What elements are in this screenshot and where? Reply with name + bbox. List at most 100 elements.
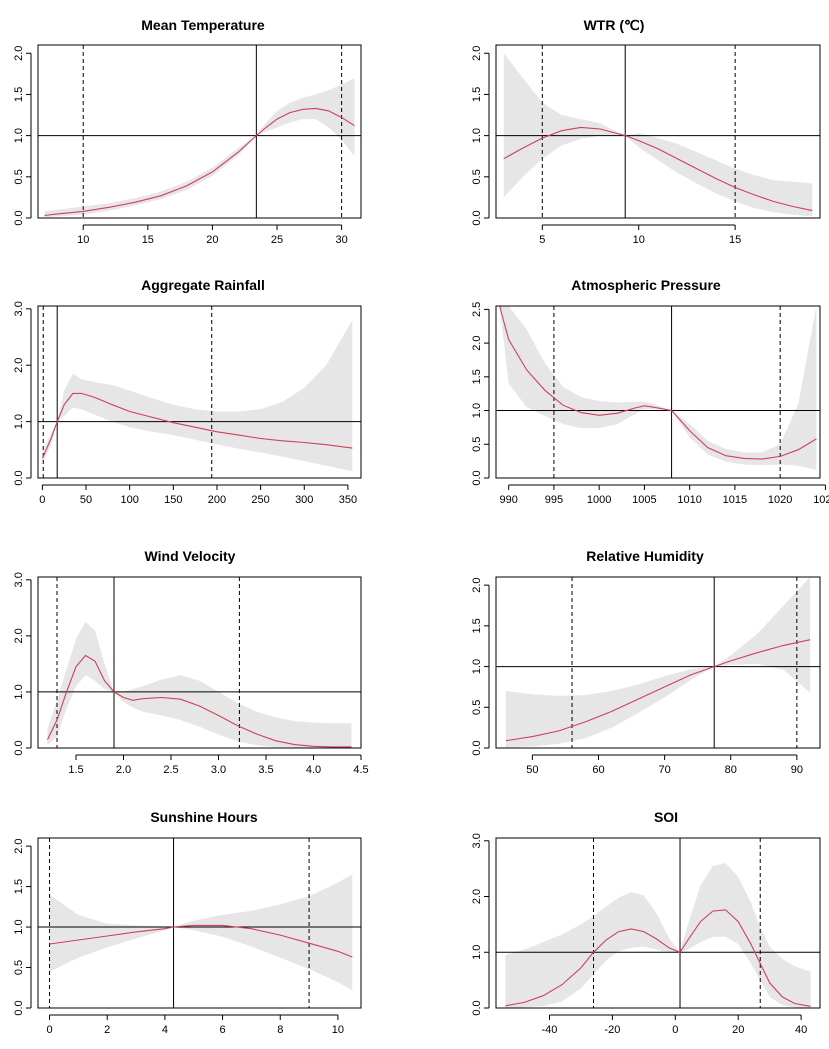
soi-y-tick-label: 2.0	[471, 889, 483, 904]
aggregate-rainfall-x-tick-label: 100	[120, 494, 138, 506]
sunshine-hours-plot-area	[37, 837, 362, 1009]
atmospheric-pressure-y-tick-label: 0.0	[471, 470, 483, 485]
relative-humidity-x-tick-label: 90	[791, 764, 803, 776]
relative-humidity-x-tick-label: 80	[725, 764, 737, 776]
atmospheric-pressure-x-tick-label: 1025	[813, 494, 829, 506]
sunshine-hours-x-tick-label: 8	[277, 1024, 283, 1036]
aggregate-rainfall-y-tick-label: 1.0	[13, 414, 25, 429]
wtr-ci-band	[503, 53, 813, 217]
sunshine-hours-y-tick-label: 1.5	[13, 879, 25, 894]
mean-temperature-rr-curve	[44, 107, 355, 217]
panel-title-wtr: WTR (℃)	[584, 17, 645, 33]
wtr-x-tick-label: 10	[633, 234, 645, 246]
wtr-y-tick-label: 0.5	[471, 169, 483, 184]
relative-humidity-y-tick-label: 0.0	[471, 740, 483, 755]
wind-velocity-ci-band	[47, 621, 352, 748]
wind-velocity-y-tick-label: 0.0	[13, 740, 25, 755]
panel-title-sunshine-hours: Sunshine Hours	[150, 809, 258, 825]
wind-velocity-x-tick-label: 3.0	[211, 764, 226, 776]
sunshine-hours-x-tick-label: 6	[220, 1024, 226, 1036]
wind-velocity-x-tick-label: 2.5	[163, 764, 178, 776]
sunshine-hours-rr-curve	[49, 924, 353, 958]
aggregate-rainfall-x-tick-label: 200	[208, 494, 226, 506]
atmospheric-pressure-y-tick-label: 2.0	[471, 335, 483, 350]
relative-humidity-y-tick-label: 2.0	[471, 577, 483, 592]
soi-x-tick-label: -40	[542, 1024, 558, 1036]
sunshine-hours-ci-band	[49, 874, 353, 991]
wtr-y-tick-label: 1.0	[471, 128, 483, 143]
wind-velocity-y-tick-label: 2.0	[13, 628, 25, 643]
mean-temperature-plot-area	[37, 44, 362, 219]
soi-y-tick-label: 0.0	[471, 1000, 483, 1015]
aggregate-rainfall-x-tick-label: 250	[251, 494, 269, 506]
aggregate-rainfall-ci-band	[42, 320, 353, 472]
sunshine-hours-y-tick-label: 0.0	[13, 1000, 25, 1015]
atmospheric-pressure-ci-band	[499, 306, 817, 470]
panel-relative-humidity: Relative Humidity 50 60 70 80 90 0.0 0.5 1.0 1.5…	[471, 548, 821, 776]
relative-humidity-y-tick-label: 0.5	[471, 700, 483, 715]
wind-velocity-rr-curve	[47, 654, 352, 748]
panel-title-soi: SOI	[654, 809, 678, 825]
sunshine-hours-x-tick-label: 0	[46, 1024, 52, 1036]
wind-velocity-x-tick-label: 3.5	[258, 764, 273, 776]
aggregate-rainfall-y-tick-label: 2.0	[13, 358, 25, 373]
atmospheric-pressure-x-tick-label: 1005	[632, 494, 656, 506]
wind-velocity-y-tick-label: 1.0	[13, 684, 25, 699]
atmospheric-pressure-y-tick-label: 2.5	[471, 302, 483, 317]
mean-temperature-y-tick-label: 1.5	[13, 87, 25, 102]
wtr-x-tick-label: 15	[729, 234, 741, 246]
aggregate-rainfall-plot-area	[37, 305, 362, 479]
sunshine-hours-y-tick-label: 2.0	[13, 838, 25, 853]
relative-humidity-plot-area	[495, 576, 821, 749]
mean-temperature-x-tick-label: 15	[142, 234, 154, 246]
atmospheric-pressure-x-tick-label: 1015	[723, 494, 747, 506]
panel-title-atmospheric-pressure: Atmospheric Pressure	[571, 277, 721, 293]
atmospheric-pressure-x-tick-label: 1020	[768, 494, 792, 506]
wind-velocity-plot-area	[37, 576, 362, 749]
relative-humidity-x-tick-label: 70	[658, 764, 670, 776]
wind-velocity-x-tick-label: 1.5	[68, 764, 83, 776]
sunshine-hours-x-tick-label: 2	[104, 1024, 110, 1036]
relative-humidity-rr-curve	[505, 639, 811, 742]
wind-velocity-y-tick-label: 3.0	[13, 572, 25, 587]
relative-humidity-ci-band	[505, 577, 811, 748]
panel-soi: SOI -40 -20 0 20 40 0.0 1.0 2.0 3.0	[471, 809, 821, 1036]
panel-aggregate-rainfall: Aggregate Rainfall 0 50 100 150 200 250 300 350…	[13, 277, 362, 506]
relative-humidity-y-tick-label: 1.0	[471, 659, 483, 674]
soi-x-tick-label: 20	[732, 1024, 744, 1036]
atmospheric-pressure-y-tick-label: 1.5	[471, 369, 483, 384]
relative-humidity-x-tick-label: 60	[592, 764, 604, 776]
panel-title-relative-humidity: Relative Humidity	[586, 548, 704, 564]
sunshine-hours-x-tick-label: 4	[162, 1024, 168, 1036]
soi-y-tick-label: 1.0	[471, 945, 483, 960]
aggregate-rainfall-x-tick-label: 150	[164, 494, 182, 506]
sunshine-hours-y-tick-label: 1.0	[13, 919, 25, 934]
mean-temperature-x-tick-label: 20	[206, 234, 218, 246]
atmospheric-pressure-x-tick-label: 990	[499, 494, 517, 506]
mean-temperature-x-tick-label: 30	[335, 234, 347, 246]
wtr-plot-area	[495, 44, 821, 219]
aggregate-rainfall-x-tick-label: 0	[39, 494, 45, 506]
sunshine-hours-x-tick-label: 10	[332, 1024, 344, 1036]
soi-x-tick-label: -20	[604, 1024, 620, 1036]
soi-rr-curve	[505, 909, 811, 1007]
panel-sunshine-hours: Sunshine Hours 0 2 4 6 8 10 0.0 0.5 1.0 1.5 2.0	[13, 809, 362, 1036]
wtr-y-tick-label: 2.0	[471, 46, 483, 61]
soi-ci-band	[505, 863, 811, 1008]
atmospheric-pressure-y-tick-label: 1.0	[471, 403, 483, 418]
aggregate-rainfall-y-tick-label: 3.0	[13, 301, 25, 316]
aggregate-rainfall-x-tick-label: 300	[295, 494, 313, 506]
aggregate-rainfall-x-tick-label: 350	[339, 494, 357, 506]
aggregate-rainfall-x-tick-label: 50	[80, 494, 92, 506]
mean-temperature-x-tick-label: 10	[77, 234, 89, 246]
panel-wtr: WTR (℃) 5 10 15 0.0 0.5 1.0 1.5 2.0	[471, 17, 821, 246]
wind-velocity-x-tick-label: 4.5	[353, 764, 368, 776]
panel-wind-velocity: Wind Velocity 1.5 2.0 2.5 3.0 3.5 4.0 4.5 0.0 1.…	[13, 548, 369, 776]
panel-mean-temperature: Mean Temperature 10 15 20 25 30 0.0 0.5 1.0 1.5 2…	[13, 17, 362, 246]
atmospheric-pressure-x-tick-label: 1000	[587, 494, 611, 506]
wind-velocity-x-tick-label: 2.0	[116, 764, 131, 776]
mean-temperature-x-tick-label: 25	[271, 234, 283, 246]
soi-y-tick-label: 3.0	[471, 833, 483, 848]
atmospheric-pressure-x-tick-label: 995	[545, 494, 563, 506]
